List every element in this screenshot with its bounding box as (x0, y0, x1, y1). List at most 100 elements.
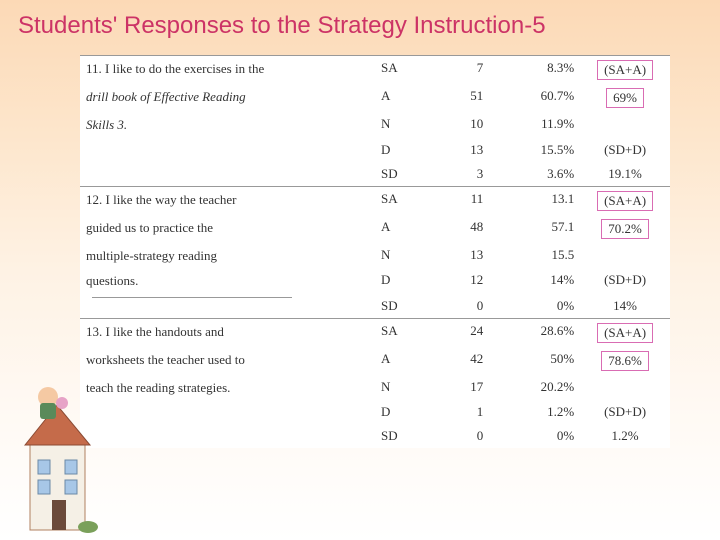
table-row: SD00%14% (80, 294, 670, 319)
response-code: SA (375, 318, 439, 347)
page-title: Students' Responses to the Strategy Inst… (0, 0, 720, 40)
response-count: 12 (439, 268, 503, 294)
response-pct: 28.6% (503, 318, 580, 347)
group-cell (580, 112, 670, 138)
response-pct: 13.1 (503, 186, 580, 215)
statement-cell: 11. I like to do the exercises in the (80, 56, 375, 85)
group-cell: 19.1% (580, 162, 670, 187)
response-pct: 50% (503, 347, 580, 375)
group-cell: 70.2% (580, 215, 670, 243)
survey-table: 11. I like to do the exercises in theSA7… (80, 55, 670, 448)
response-count: 3 (439, 162, 503, 187)
response-code: N (375, 112, 439, 138)
highlight-box: 78.6% (601, 351, 649, 371)
table-row: teach the reading strategies.N1720.2% (80, 375, 670, 401)
response-count: 24 (439, 318, 503, 347)
table-row: 13. I like the handouts andSA2428.6% (SA+… (80, 318, 670, 347)
response-code: A (375, 347, 439, 375)
response-pct: 11.9% (503, 112, 580, 138)
response-code: D (375, 268, 439, 294)
table-row: questions.D1214%(SD+D) (80, 268, 670, 294)
highlight-box: (SA+A) (597, 191, 653, 211)
statement-cell: guided us to practice the (80, 215, 375, 243)
highlight-box: (SA+A) (597, 60, 653, 80)
group-cell: 69% (580, 84, 670, 112)
statement-cell (80, 162, 375, 187)
response-count: 0 (439, 424, 503, 448)
group-cell (580, 375, 670, 401)
response-code: D (375, 400, 439, 424)
response-count: 48 (439, 215, 503, 243)
response-pct: 0% (503, 424, 580, 448)
response-count: 17 (439, 375, 503, 401)
response-count: 51 (439, 84, 503, 112)
table-row: 12. I like the way the teacherSA1113.1 (S… (80, 186, 670, 215)
table-row: SD33.6%19.1% (80, 162, 670, 187)
highlight-box: 70.2% (601, 219, 649, 239)
response-count: 10 (439, 112, 503, 138)
group-cell: (SA+A) (580, 318, 670, 347)
response-count: 11 (439, 186, 503, 215)
highlight-box: (SA+A) (597, 323, 653, 343)
group-cell: (SA+A) (580, 186, 670, 215)
group-cell: (SD+D) (580, 138, 670, 162)
response-code: N (375, 243, 439, 269)
statement-cell: worksheets the teacher used to (80, 347, 375, 375)
statement-cell: Skills 3. (80, 112, 375, 138)
statement-cell: multiple-strategy reading (80, 243, 375, 269)
response-count: 1 (439, 400, 503, 424)
response-pct: 15.5 (503, 243, 580, 269)
statement-cell (80, 424, 375, 448)
response-code: SD (375, 424, 439, 448)
response-code: A (375, 84, 439, 112)
table-row: worksheets the teacher used toA4250% 78.6… (80, 347, 670, 375)
table-row: guided us to practice theA4857.1 70.2% (80, 215, 670, 243)
group-cell: (SD+D) (580, 400, 670, 424)
statement-cell (80, 400, 375, 424)
response-code: SA (375, 56, 439, 85)
response-count: 7 (439, 56, 503, 85)
group-cell: 14% (580, 294, 670, 319)
group-cell: (SA+A) (580, 56, 670, 85)
response-code: SA (375, 186, 439, 215)
response-pct: 14% (503, 268, 580, 294)
response-count: 13 (439, 243, 503, 269)
statement-cell (80, 138, 375, 162)
response-count: 42 (439, 347, 503, 375)
response-code: A (375, 215, 439, 243)
response-pct: 0% (503, 294, 580, 319)
group-cell: 1.2% (580, 424, 670, 448)
response-pct: 20.2% (503, 375, 580, 401)
group-cell: 78.6% (580, 347, 670, 375)
response-count: 0 (439, 294, 503, 319)
response-pct: 15.5% (503, 138, 580, 162)
statement-cell (80, 294, 375, 319)
statement-cell: 13. I like the handouts and (80, 318, 375, 347)
response-pct: 60.7% (503, 84, 580, 112)
statement-cell: questions. (80, 268, 375, 294)
group-cell: (SD+D) (580, 268, 670, 294)
response-pct: 1.2% (503, 400, 580, 424)
table-body: 11. I like to do the exercises in theSA7… (80, 55, 670, 448)
statement-cell: teach the reading strategies. (80, 375, 375, 401)
response-code: SD (375, 162, 439, 187)
table-row: D11.2%(SD+D) (80, 400, 670, 424)
response-code: D (375, 138, 439, 162)
table-row: Skills 3.N1011.9% (80, 112, 670, 138)
response-pct: 3.6% (503, 162, 580, 187)
statement-cell: drill book of Effective Reading (80, 84, 375, 112)
table-row: 11. I like to do the exercises in theSA7… (80, 56, 670, 85)
house-clipart (10, 375, 105, 535)
response-pct: 8.3% (503, 56, 580, 85)
response-code: SD (375, 294, 439, 319)
response-count: 13 (439, 138, 503, 162)
table-row: multiple-strategy readingN1315.5 (80, 243, 670, 269)
statement-cell: 12. I like the way the teacher (80, 186, 375, 215)
table-row: D1315.5%(SD+D) (80, 138, 670, 162)
group-cell (580, 243, 670, 269)
response-code: N (375, 375, 439, 401)
highlight-box: 69% (606, 88, 644, 108)
response-pct: 57.1 (503, 215, 580, 243)
table-row: drill book of Effective ReadingA5160.7% 6… (80, 84, 670, 112)
table-row: SD00%1.2% (80, 424, 670, 448)
